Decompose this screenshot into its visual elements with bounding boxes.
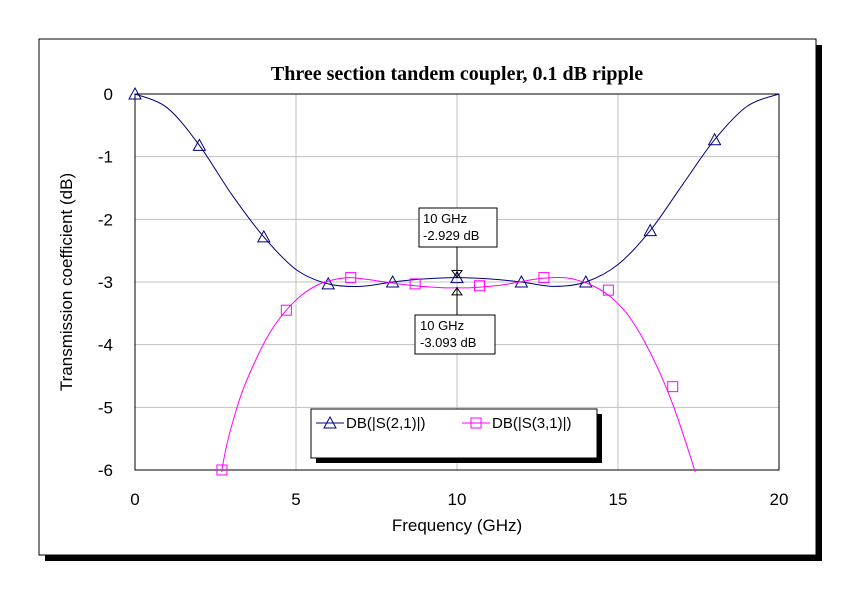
series-1-point — [256, 229, 271, 243]
grid — [135, 94, 779, 470]
chart-title: Three section tandem coupler, 0.1 dB rip… — [271, 63, 643, 85]
annotation-2-box — [414, 314, 496, 355]
legend-label-s21: DB(|S(2,1)|) — [346, 415, 425, 432]
series-1-point — [128, 86, 142, 100]
legend-square-marker — [470, 417, 482, 429]
legend-label-s31: DB(|S(3,1)|) — [492, 415, 571, 432]
series-2-point — [474, 280, 486, 292]
legend-box — [310, 408, 598, 459]
y-tick-label: -2 — [98, 210, 113, 229]
series-layer — [128, 86, 779, 476]
annotation-2-freq: 10 GHz — [420, 318, 464, 333]
marker-annotation-2: 10 GHz -3.093 dB — [414, 287, 496, 355]
series-2-point — [667, 381, 679, 393]
legend: DB(|S(2,1)|) DB(|S(3,1)|) — [310, 408, 602, 463]
x-axis-label: Frequency (GHz) — [392, 516, 522, 535]
y-tick-label: -4 — [98, 336, 113, 355]
legend-triangle-marker — [323, 415, 337, 429]
x-tick-label: 20 — [770, 490, 789, 509]
annotation-2-value: -3.093 dB — [420, 335, 476, 350]
annotation-1-freq: 10 GHz — [423, 211, 467, 226]
plot-area — [134, 93, 780, 471]
x-axis-ticks: 0 5 10 15 20 — [130, 490, 788, 509]
x-tick-label: 10 — [448, 490, 467, 509]
series-1-point — [385, 274, 400, 288]
series-2-point — [280, 304, 292, 316]
annotation-1-box — [418, 207, 498, 248]
x-tick-label: 5 — [291, 490, 300, 509]
series-2-point — [409, 278, 421, 290]
y-axis-ticks: 0 -1 -2 -3 -4 -5 -6 — [98, 85, 113, 480]
x-tick-label: 0 — [130, 490, 139, 509]
y-tick-label: -5 — [98, 398, 113, 417]
annotation-1-value: -2.929 dB — [423, 228, 479, 243]
series-1-point — [192, 138, 207, 151]
series-2-point — [538, 272, 550, 284]
series-2-point — [345, 272, 357, 284]
series-2-point — [216, 464, 228, 476]
y-tick-label: 0 — [104, 85, 113, 104]
series-1-point — [321, 276, 336, 290]
y-tick-label: -3 — [98, 273, 113, 292]
series-line-2 — [221, 277, 696, 472]
frame — [38, 38, 817, 556]
y-axis-label: Transmission coefficient (dB) — [57, 173, 76, 391]
y-tick-label: -6 — [98, 461, 113, 480]
series-2-point — [602, 284, 614, 296]
marker-annotation-1: 10 GHz -2.929 dB — [418, 207, 498, 276]
series-1-point — [643, 223, 658, 237]
y-tick-label: -1 — [98, 148, 113, 167]
series-1-point — [450, 270, 464, 284]
series-1-point — [707, 132, 722, 146]
x-tick-label: 15 — [609, 490, 628, 509]
